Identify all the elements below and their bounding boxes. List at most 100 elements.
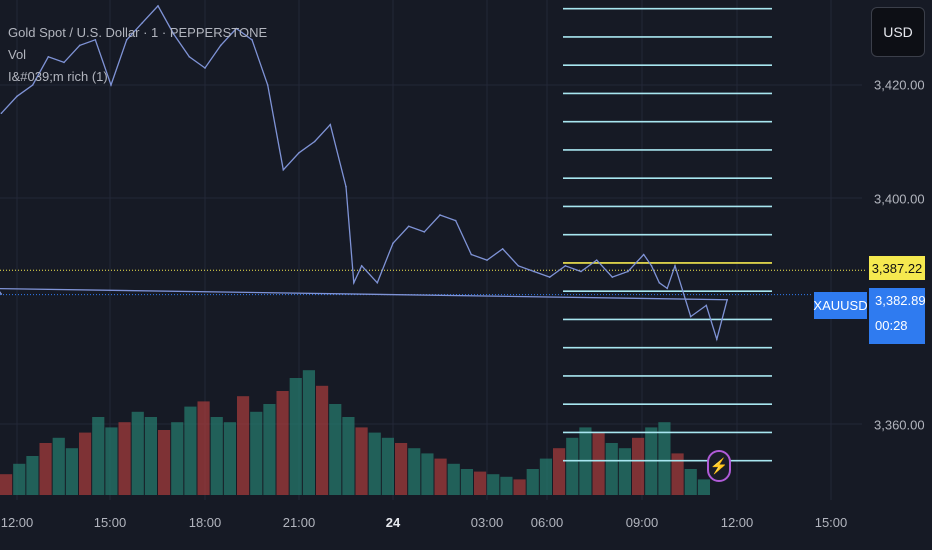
time-tick: 06:00 — [530, 515, 564, 530]
volume-bar — [237, 396, 250, 495]
volume-bar — [65, 448, 78, 495]
price-point — [533, 270, 535, 273]
price-point — [125, 39, 128, 41]
price-point — [188, 55, 191, 58]
price-point — [715, 338, 718, 341]
volume-bar — [553, 448, 566, 495]
price-point — [78, 44, 81, 47]
price-point — [611, 276, 614, 278]
volume-bar — [171, 422, 184, 495]
volume-bar — [329, 404, 342, 495]
price-point — [219, 44, 222, 47]
volume-bar — [302, 370, 315, 495]
volume-bar — [355, 427, 368, 495]
price-point — [251, 39, 253, 41]
price-point — [580, 270, 582, 273]
volume-bar — [316, 385, 329, 495]
grid-lines — [0, 0, 862, 500]
volume-bar — [118, 422, 131, 495]
volume-bar — [697, 479, 710, 495]
volume-bar — [632, 437, 645, 495]
time-tick: 12:00 — [720, 515, 754, 530]
volume-bar — [79, 432, 92, 495]
time-tick: 03:00 — [470, 515, 504, 530]
volume-bar — [658, 422, 671, 495]
time-tick: 21:00 — [282, 515, 316, 530]
price-point — [63, 61, 65, 64]
price-point — [298, 152, 300, 154]
volume-bar — [395, 443, 408, 495]
price-point — [157, 5, 159, 7]
price-point — [204, 67, 206, 69]
symbol-tag[interactable]: XAUUSD — [813, 292, 868, 319]
time-tick: 12:00 — [0, 515, 34, 530]
price-point — [627, 270, 629, 273]
price-point — [266, 84, 269, 86]
price-point — [705, 304, 708, 307]
level-lines — [563, 7, 772, 462]
time-tick: 09:00 — [625, 515, 659, 530]
volume-indicator-label[interactable]: Vol — [8, 47, 27, 62]
bar-countdown: 00:28 — [875, 318, 908, 333]
volume-bar — [381, 437, 394, 495]
chart-legend: Gold Spot / U.S. Dollar · 1 · PEPPERSTON… — [8, 22, 267, 88]
currency-button[interactable]: USD — [871, 7, 925, 57]
price-point — [282, 168, 285, 171]
volume-bar — [592, 432, 605, 495]
price-point — [439, 214, 441, 216]
volume-bar — [26, 456, 39, 495]
price-point — [423, 231, 426, 233]
price-point — [31, 84, 34, 86]
volume-bar — [684, 469, 697, 495]
price-point — [564, 265, 567, 267]
volume-bar — [276, 391, 289, 495]
price-point — [650, 265, 653, 267]
volume-bar — [434, 458, 447, 495]
price-tick: 3,420.00 — [874, 77, 925, 93]
volume-bar — [144, 417, 157, 495]
price-point — [141, 22, 144, 24]
volume-bar — [421, 453, 434, 495]
volume-bar — [447, 463, 460, 495]
price-point — [235, 27, 238, 30]
price-point — [392, 242, 394, 244]
time-tick: 15:00 — [814, 515, 848, 530]
reference-price-tag: 3,387.22 — [869, 256, 925, 280]
lightning-icon[interactable]: ⚡ — [707, 450, 731, 482]
volume-bar — [0, 474, 13, 495]
price-point — [517, 265, 520, 267]
price-tick: 3,360.00 — [874, 417, 925, 433]
volume-bar — [500, 476, 513, 495]
price-point — [47, 55, 50, 58]
volume-bar — [671, 453, 684, 495]
price-point — [726, 298, 729, 301]
volume-bar — [92, 417, 105, 495]
volume-bar — [539, 458, 552, 495]
last-price-value: 3,382.89 — [875, 293, 926, 308]
price-point — [674, 265, 676, 267]
volume-bar — [460, 469, 473, 495]
volume-bar — [342, 417, 355, 495]
volume-bar — [526, 469, 539, 495]
price-point — [94, 39, 97, 41]
price-point — [658, 281, 661, 284]
volume-bar — [487, 474, 500, 495]
price-point — [407, 225, 410, 228]
time-tick: 15:00 — [93, 515, 127, 530]
price-point — [16, 95, 18, 98]
volume-bar — [13, 463, 26, 495]
price-tick: 3,400.00 — [874, 191, 925, 207]
price-point — [172, 33, 175, 35]
volume-bar — [368, 432, 381, 495]
price-point — [353, 281, 355, 284]
volume-bar — [289, 378, 302, 495]
symbol-title[interactable]: Gold Spot / U.S. Dollar · 1 · PEPPERSTON… — [8, 25, 268, 40]
price-point — [666, 287, 668, 290]
price-point — [360, 265, 363, 267]
custom-indicator-label[interactable]: I&#039;m rich (1) — [8, 69, 108, 84]
volume-bar — [474, 471, 487, 495]
price-point — [313, 140, 316, 143]
volume-bar — [39, 443, 52, 495]
price-line — [0, 4, 729, 342]
